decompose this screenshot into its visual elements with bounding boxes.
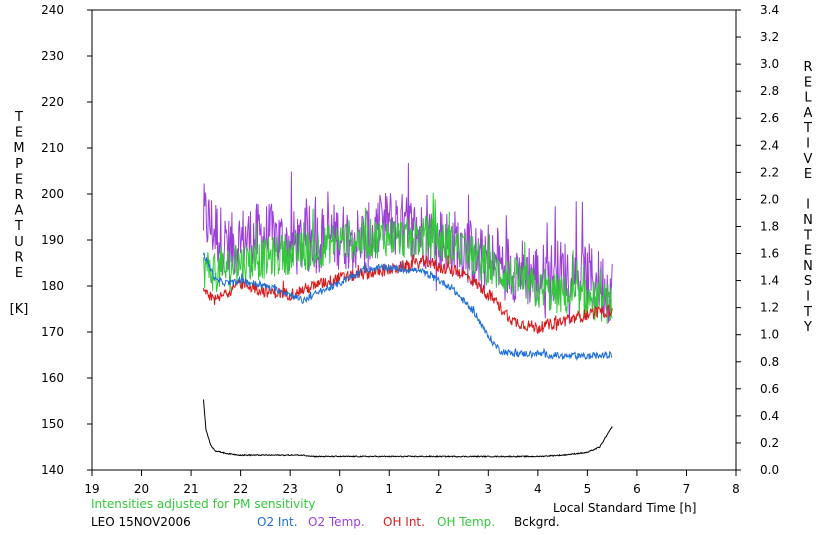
y-right-label-letter: E bbox=[804, 75, 812, 90]
y-right-label-letter: N bbox=[803, 259, 813, 274]
x-tick-label: 4 bbox=[534, 482, 542, 496]
y-right-label-letter: L bbox=[804, 91, 812, 106]
x-tick-label: 22 bbox=[233, 482, 248, 496]
y-left-tick-label: 170 bbox=[41, 325, 64, 339]
y-left-tick-label: 160 bbox=[41, 371, 64, 385]
x-axis-label: Local Standard Time [h] bbox=[553, 501, 697, 515]
series-layer bbox=[203, 162, 613, 458]
y-left-tick-label: 180 bbox=[41, 279, 64, 293]
y-left-label-letter: P bbox=[15, 157, 23, 172]
legend-o2-int: O2 Int. bbox=[257, 515, 298, 529]
background-line bbox=[203, 399, 613, 458]
y-right-label-letter: I bbox=[806, 290, 810, 305]
y-left-tick-label: 230 bbox=[41, 49, 64, 63]
y-left-tick-label: 150 bbox=[41, 417, 64, 431]
y-right-tick-label: 2.0 bbox=[760, 192, 779, 206]
y-right-label-letter: Y bbox=[803, 320, 812, 335]
y-right-label-letter: T bbox=[803, 305, 812, 320]
x-tick-label: 23 bbox=[283, 482, 298, 496]
y-right-tick-label: 1.4 bbox=[760, 274, 779, 288]
y-right-tick-label: 3.0 bbox=[760, 57, 779, 71]
y-right-tick-label: 2.6 bbox=[760, 111, 779, 125]
y-right-label-letter: E bbox=[804, 244, 812, 259]
y-left-label-letter: E bbox=[15, 126, 23, 141]
y-right-label-letter: A bbox=[804, 106, 813, 121]
y-right-label-letter: I bbox=[806, 198, 810, 213]
o2-intensity-line bbox=[203, 252, 613, 361]
y-right-label-letter: E bbox=[804, 167, 812, 182]
y-right-tick-label: 1.8 bbox=[760, 219, 779, 233]
y-left-label-letter: T bbox=[14, 219, 23, 234]
legend-o2-temp: O2 Temp. bbox=[308, 515, 365, 529]
y-left-label-letter: A bbox=[15, 204, 24, 219]
y-left-tick-label: 220 bbox=[41, 95, 64, 109]
o2-temperature-line bbox=[203, 162, 613, 324]
legend-oh-temp: OH Temp. bbox=[437, 515, 496, 529]
y-right-tick-label: 3.4 bbox=[760, 3, 779, 17]
y-right-tick-label: 0.4 bbox=[760, 409, 779, 423]
y-left-label-letter: E bbox=[15, 172, 23, 187]
x-tick-label: 21 bbox=[183, 482, 198, 496]
legend-oh-int: OH Int. bbox=[383, 515, 425, 529]
y-left-label-letter: M bbox=[13, 141, 24, 156]
oh-temperature-line bbox=[203, 192, 613, 324]
plot-frame bbox=[91, 9, 737, 471]
y-right-tick-label: 2.8 bbox=[760, 84, 779, 98]
y-left-tick-label: 140 bbox=[41, 463, 64, 477]
oh-intensity-line bbox=[203, 254, 613, 335]
y-right-tick-label: 2.2 bbox=[760, 165, 779, 179]
x-tick-label: 8 bbox=[732, 482, 740, 496]
y-right-label-letter: R bbox=[803, 60, 812, 75]
y-right-tick-label: 2.4 bbox=[760, 138, 779, 152]
y-left-label-letter: R bbox=[14, 250, 23, 265]
x-tick-label: 0 bbox=[336, 482, 344, 496]
station-date-label: LEO 15NOV2006 bbox=[91, 515, 191, 529]
y-right-tick-label: 0.0 bbox=[760, 463, 779, 477]
y-right-tick-label: 1.2 bbox=[760, 301, 779, 315]
y-left-tick-label: 210 bbox=[41, 141, 64, 155]
y-axis-left-unit: [K] bbox=[10, 302, 29, 317]
y-right-label-letter: S bbox=[804, 274, 812, 289]
y-right-label-letter: T bbox=[803, 121, 812, 136]
y-right-tick-label: 3.2 bbox=[760, 30, 779, 44]
x-axis: 19 20 21 22 23 0 1 2 3 4 5 6 7 8 bbox=[84, 470, 740, 496]
y-left-label-letter: E bbox=[15, 266, 23, 281]
y-left-tick-label: 240 bbox=[41, 3, 64, 17]
y-axis-right: 0.0 0.2 0.4 0.6 0.8 1.0 1.2 1.4 1.6 1.8 2.0 2.2 2.4 2… bbox=[736, 3, 779, 477]
y-right-label-letter: I bbox=[806, 137, 810, 152]
y-left-tick-label: 190 bbox=[41, 233, 64, 247]
x-tick-label: 2 bbox=[435, 482, 443, 496]
y-right-tick-label: 1.0 bbox=[760, 328, 779, 342]
x-tick-label: 7 bbox=[683, 482, 691, 496]
y-left-label-letter: T bbox=[14, 110, 23, 125]
y-right-label-letter: T bbox=[803, 228, 812, 243]
y-left-label-letter: U bbox=[14, 235, 24, 250]
y-right-tick-label: 1.6 bbox=[760, 247, 779, 261]
x-tick-label: 3 bbox=[484, 482, 492, 496]
pm-sensitivity-note: Intensities adjusted for PM sensitivity bbox=[91, 497, 316, 511]
y-left-label-letter: R bbox=[14, 188, 23, 203]
y-right-label-letter: V bbox=[804, 152, 813, 167]
x-tick-label: 5 bbox=[584, 482, 592, 496]
x-tick-label: 20 bbox=[134, 482, 149, 496]
x-tick-label: 19 bbox=[84, 482, 99, 496]
y-axis-left: 140 150 160 170 180 190 200 210 220 230 240 bbox=[41, 3, 92, 477]
y-right-label-letter: N bbox=[803, 213, 813, 228]
y-right-tick-label: 0.8 bbox=[760, 355, 779, 369]
x-tick-label: 1 bbox=[385, 482, 393, 496]
x-tick-label: 6 bbox=[633, 482, 641, 496]
y-left-tick-label: 200 bbox=[41, 187, 64, 201]
y-right-tick-label: 0.2 bbox=[760, 436, 779, 450]
y-right-tick-label: 0.6 bbox=[760, 382, 779, 396]
legend-bckgrd: Bckgrd. bbox=[514, 515, 560, 529]
